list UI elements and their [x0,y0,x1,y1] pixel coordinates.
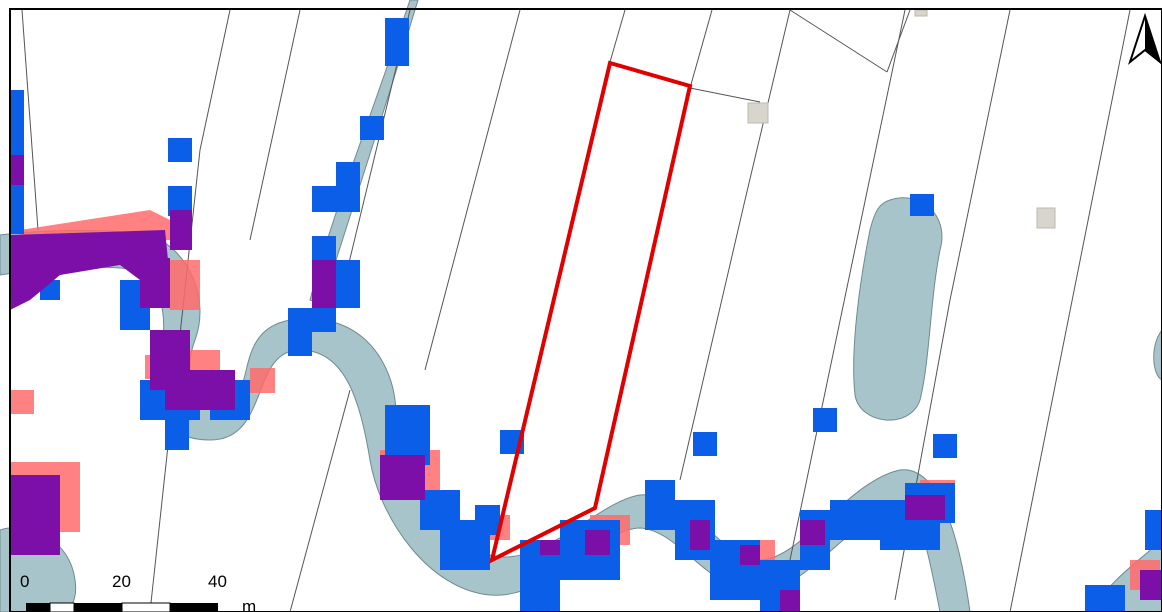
building [914,9,928,17]
building [1036,207,1056,229]
building-layer [747,9,1056,229]
scale-tick-40: 40 [208,572,227,591]
scale-tick-0: 0 [20,572,29,591]
building [747,102,769,124]
scale-bar: 0 20 40 m [20,572,256,612]
scale-tick-20: 20 [112,572,131,591]
map-frame [9,8,1162,612]
overlap-layer [10,155,1162,612]
pond [853,197,943,421]
parcel-lines [21,9,1131,612]
scale-unit: m [242,597,256,612]
north-arrow-icon [1128,12,1162,65]
selected-parcel[interactable] [489,60,693,564]
river-branch-north [309,0,419,306]
